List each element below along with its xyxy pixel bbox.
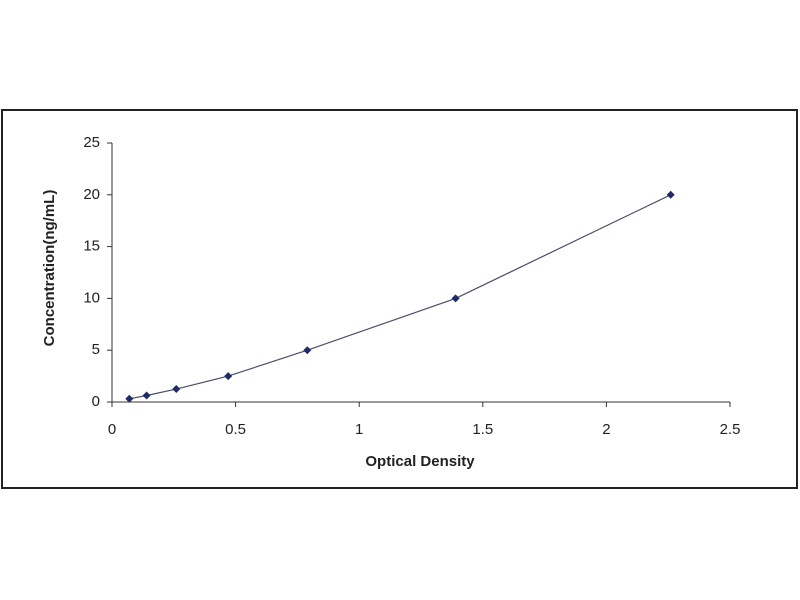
data-point bbox=[303, 346, 312, 355]
data-point bbox=[666, 190, 675, 199]
data-point bbox=[142, 391, 151, 400]
data-point bbox=[172, 385, 181, 394]
y-tick-label: 25 bbox=[83, 134, 100, 151]
y-tick-label: 10 bbox=[83, 289, 100, 306]
chart-border bbox=[1, 109, 798, 489]
x-tick-label: 0.5 bbox=[225, 421, 246, 438]
data-point bbox=[224, 372, 233, 381]
y-tick-label: 15 bbox=[83, 238, 100, 255]
y-tick-label: 5 bbox=[92, 341, 100, 358]
x-tick-label: 0 bbox=[108, 421, 116, 438]
x-tick-label: 1 bbox=[355, 421, 363, 438]
y-tick-label: 20 bbox=[83, 186, 100, 203]
x-tick-label: 1.5 bbox=[472, 421, 493, 438]
x-axis-title: Optical Density bbox=[365, 453, 475, 470]
x-tick-label: 2.5 bbox=[720, 421, 741, 438]
x-tick-label: 2 bbox=[602, 421, 610, 438]
y-axis-title: Concentration(ng/mL) bbox=[41, 190, 58, 347]
data-point bbox=[451, 294, 460, 303]
data-point bbox=[125, 394, 134, 403]
y-tick-label: 0 bbox=[92, 393, 100, 410]
